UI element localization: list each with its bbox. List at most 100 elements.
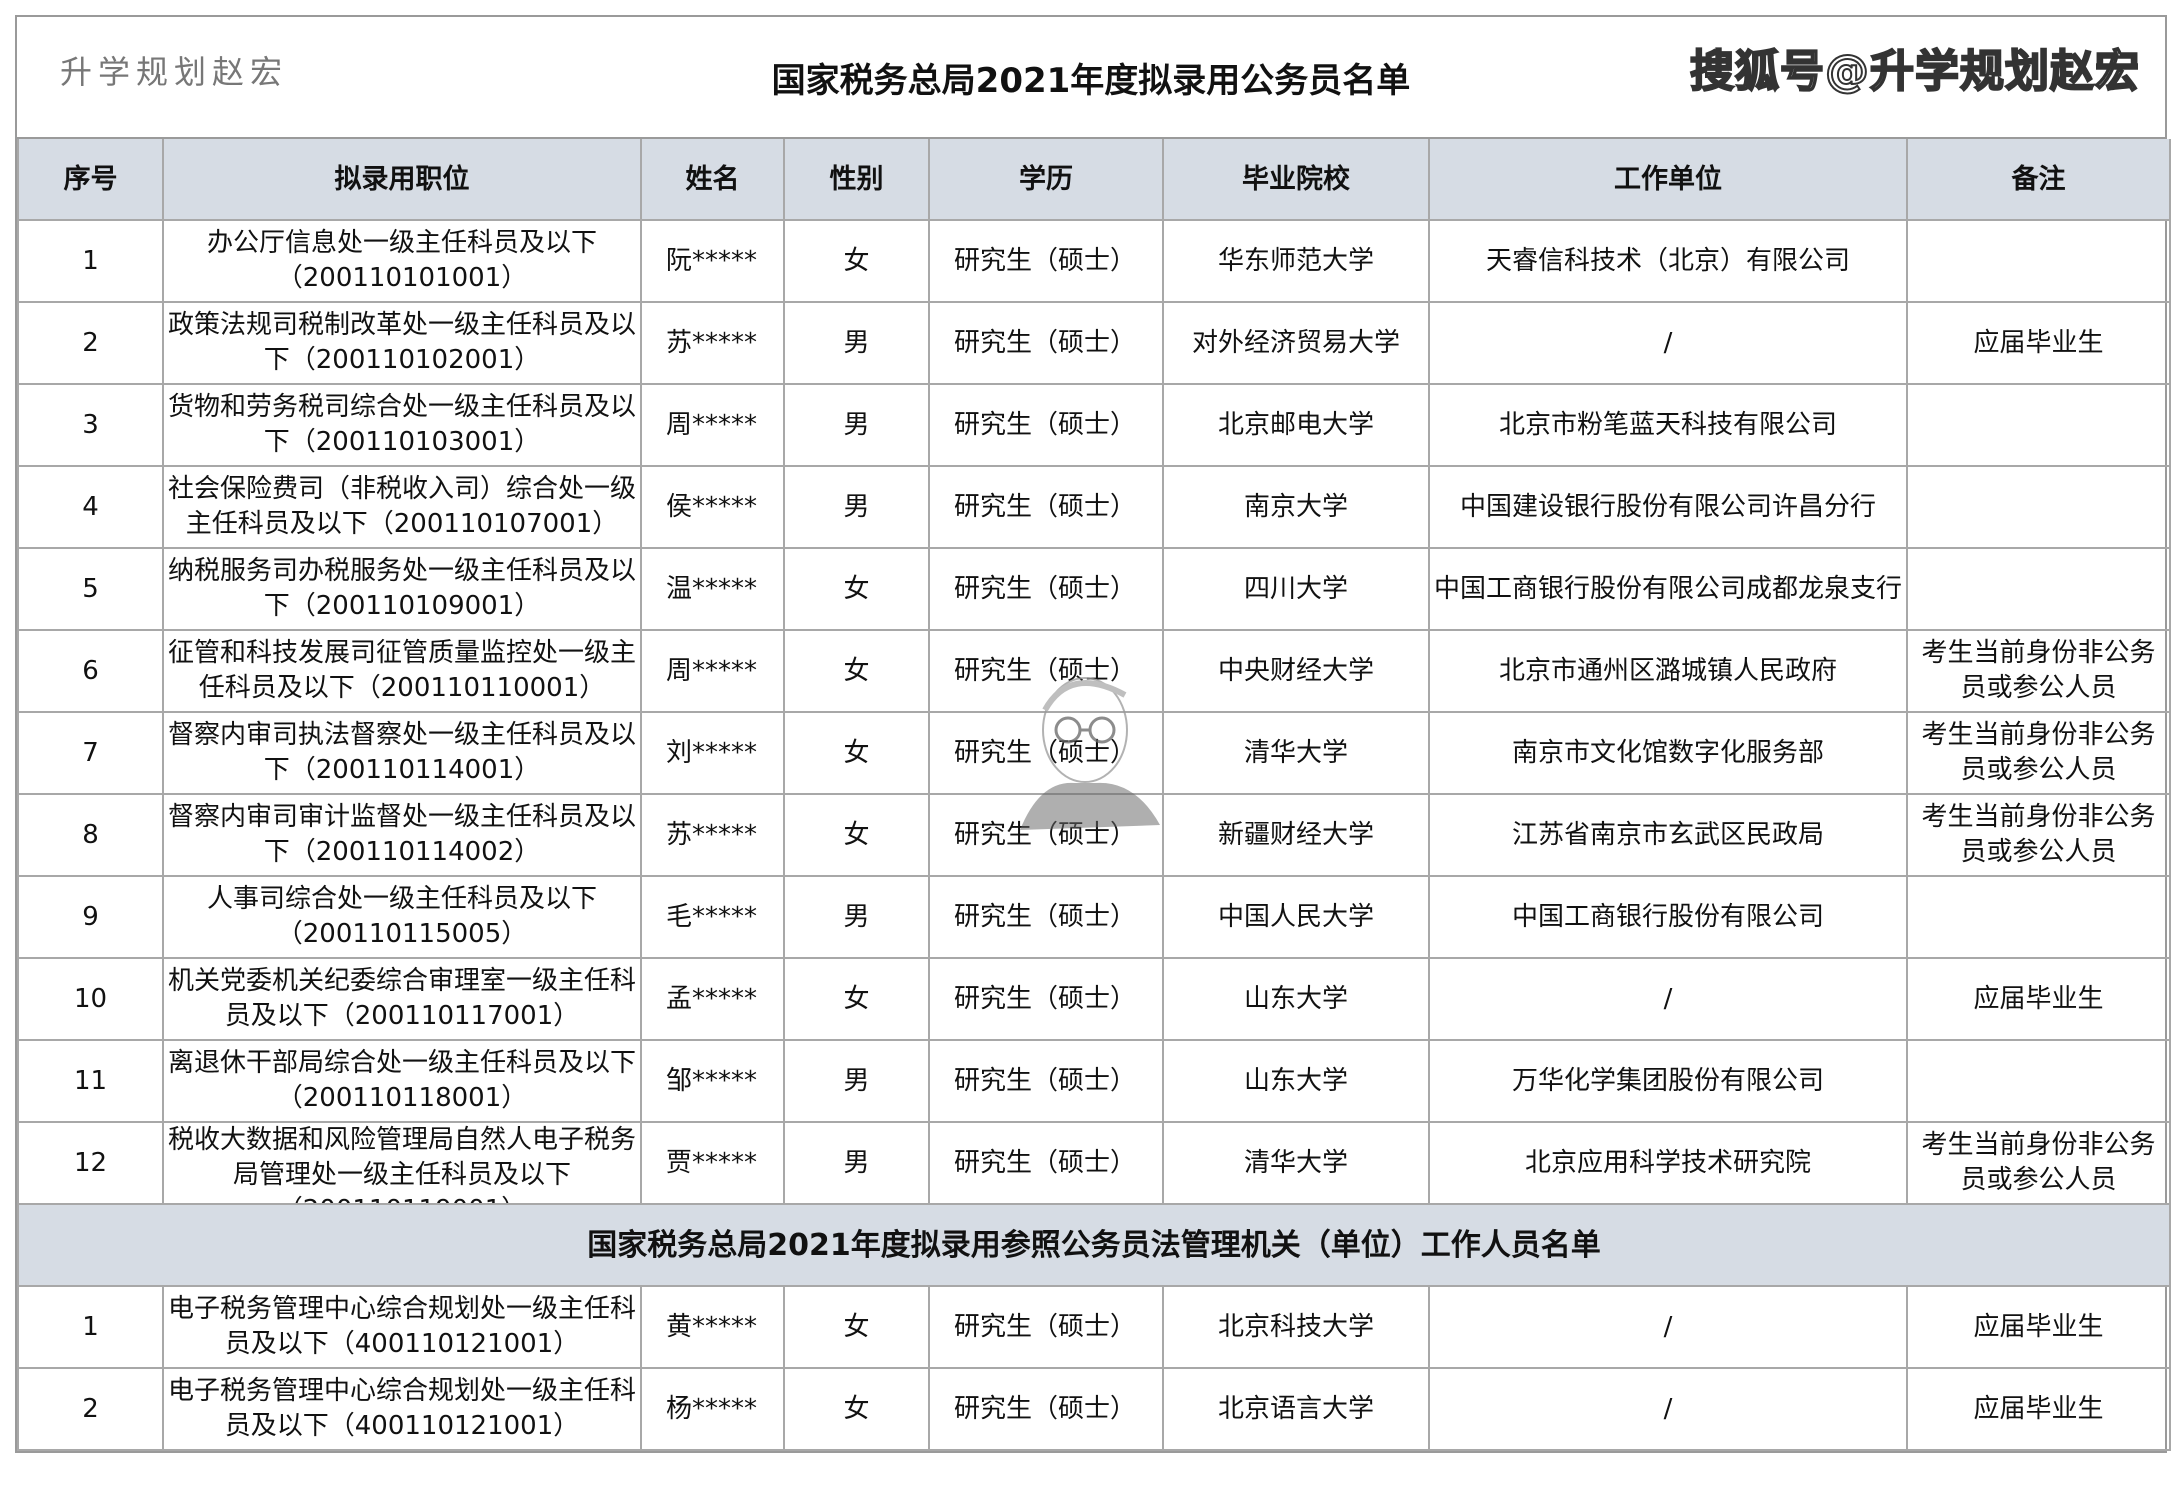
cell-text: 北京市粉笔蓝天科技有限公司 xyxy=(1498,409,1837,440)
cell-text: 北京语言大学 xyxy=(1217,1393,1374,1424)
cell-employer: 北京应用科学技术研究院 xyxy=(1428,1121,1908,1205)
cell-employer: 南京市文化馆数字化服务部 xyxy=(1428,711,1908,795)
cell-school: 四川大学 xyxy=(1162,547,1430,631)
cell-text: 研究生（硕士） xyxy=(954,327,1137,358)
cell-text: 男 xyxy=(843,1065,870,1096)
table-row: 4 社会保险费司（非税收入司）综合处一级主任科员及以下（200110107001）… xyxy=(17,465,2171,549)
cell-text: / xyxy=(1663,1311,1673,1342)
cell-employer: 万华化学集团股份有限公司 xyxy=(1428,1039,1908,1123)
header-index: 序号 xyxy=(17,139,164,221)
cell-text: 办公厅信息处一级主任科员及以下（200110101001） xyxy=(206,228,597,293)
cell-text: 2 xyxy=(82,327,99,358)
cell-text: 毛***** xyxy=(666,901,758,932)
cell-index: 9 xyxy=(17,875,164,959)
cell-text: 女 xyxy=(843,1393,870,1424)
cell-text: 机关党委机关纪委综合审理室一级主任科员及以下（200110117001） xyxy=(167,966,636,1031)
cell-text: 研究生（硕士） xyxy=(954,655,1137,686)
cell-position: 办公厅信息处一级主任科员及以下（200110101001） xyxy=(162,219,642,303)
header-employer: 工作单位 xyxy=(1428,139,1908,221)
cell-text: / xyxy=(1663,983,1673,1014)
cell-gender: 女 xyxy=(783,547,930,631)
cell-text: 10 xyxy=(73,983,108,1014)
cell-text: 男 xyxy=(843,327,870,358)
cell-text: 北京科技大学 xyxy=(1217,1311,1374,1342)
cell-text: 侯***** xyxy=(666,491,758,522)
cell-gender: 女 xyxy=(783,793,930,877)
cell-text: 女 xyxy=(843,737,870,768)
cell-text: 男 xyxy=(843,409,870,440)
header-position: 拟录用职位 xyxy=(162,139,642,221)
sohu-watermark: 搜狐号@升学规划赵宏 xyxy=(1689,45,2140,98)
cell-index: 3 xyxy=(17,383,164,467)
cell-text: 清华大学 xyxy=(1243,1147,1348,1178)
cell-text: 中国工商银行股份有限公司成都龙泉支行 xyxy=(1433,573,1902,604)
cell-index: 5 xyxy=(17,547,164,631)
cell-position: 电子税务管理中心综合规划处一级主任科员及以下（400110121001） xyxy=(162,1285,642,1369)
cell-index: 2 xyxy=(17,301,164,385)
cell-name: 阮***** xyxy=(640,219,785,303)
table-row: 12 税收大数据和风险管理局自然人电子税务局管理处一级主任科员及以下（200110… xyxy=(17,1121,2171,1205)
cell-education: 研究生（硕士） xyxy=(928,547,1164,631)
cell-text: 研究生（硕士） xyxy=(954,737,1137,768)
cell-text: 9 xyxy=(82,901,99,932)
table-row: 1 电子税务管理中心综合规划处一级主任科员及以下（400110121001） 黄**… xyxy=(17,1285,2171,1369)
cell-name: 杨***** xyxy=(640,1367,785,1451)
cell-text: 女 xyxy=(843,655,870,686)
cell-school: 南京大学 xyxy=(1162,465,1430,549)
cell-name: 周***** xyxy=(640,383,785,467)
cell-text: 清华大学 xyxy=(1243,737,1348,768)
cell-index: 4 xyxy=(17,465,164,549)
cell-name: 苏***** xyxy=(640,793,785,877)
cell-text: / xyxy=(1663,327,1673,358)
cell-text: 女 xyxy=(843,983,870,1014)
cell-employer: 中国工商银行股份有限公司成都龙泉支行 xyxy=(1428,547,1908,631)
cell-text: 中国工商银行股份有限公司 xyxy=(1511,901,1824,932)
cell-text: 应届毕业生 xyxy=(1973,1393,2104,1424)
cell-position: 征管和科技发展司征管质量监控处一级主任科员及以下（200110110001） xyxy=(162,629,642,713)
cell-gender: 女 xyxy=(783,1367,930,1451)
cell-education: 研究生（硕士） xyxy=(928,1285,1164,1369)
recruitment-table: 序号 拟录用职位 姓名 性别 学历 毕业院校 工作单位 备注 1 办公厅信息处一级… xyxy=(17,139,2171,1451)
cell-text: 人事司综合处一级主任科员及以下（200110115005） xyxy=(206,884,597,949)
cell-name: 温***** xyxy=(640,547,785,631)
cell-text: 研究生（硕士） xyxy=(954,573,1137,604)
cell-text: 江苏省南京市玄武区民政局 xyxy=(1511,819,1824,850)
cell-employer: 中国建设银行股份有限公司许昌分行 xyxy=(1428,465,1908,549)
cell-text: 12 xyxy=(73,1147,108,1178)
cell-text: 电子税务管理中心综合规划处一级主任科员及以下（400110121001） xyxy=(167,1376,636,1441)
cell-text: 研究生（硕士） xyxy=(954,1147,1137,1178)
cell-text: 应届毕业生 xyxy=(1973,1311,2104,1342)
cell-gender: 男 xyxy=(783,301,930,385)
cell-school: 山东大学 xyxy=(1162,1039,1430,1123)
cell-employer: 北京市粉笔蓝天科技有限公司 xyxy=(1428,383,1908,467)
cell-text: 山东大学 xyxy=(1243,1065,1348,1096)
cell-education: 研究生（硕士） xyxy=(928,465,1164,549)
cell-text: 2 xyxy=(82,1393,99,1424)
cell-employer: / xyxy=(1428,1285,1908,1369)
cell-text: 男 xyxy=(843,901,870,932)
cell-text: 杨***** xyxy=(666,1393,758,1424)
cell-text: 3 xyxy=(82,409,99,440)
cell-school: 北京语言大学 xyxy=(1162,1367,1430,1451)
cell-name: 侯***** xyxy=(640,465,785,549)
table-row: 2 电子税务管理中心综合规划处一级主任科员及以下（400110121001） 杨**… xyxy=(17,1367,2171,1451)
cell-position: 督察内审司执法督察处一级主任科员及以下（200110114001） xyxy=(162,711,642,795)
cell-gender: 女 xyxy=(783,957,930,1041)
cell-education: 研究生（硕士） xyxy=(928,629,1164,713)
cell-education: 研究生（硕士） xyxy=(928,711,1164,795)
cell-position: 人事司综合处一级主任科员及以下（200110115005） xyxy=(162,875,642,959)
cell-education: 研究生（硕士） xyxy=(928,1121,1164,1205)
cell-text: 纳税服务司办税服务处一级主任科员及以下（200110109001） xyxy=(167,556,636,621)
cell-text: 应届毕业生 xyxy=(1973,327,2104,358)
section-row: 国家税务总局2021年度拟录用参照公务员法管理机关（单位）工作人员名单 xyxy=(17,1203,2171,1287)
cell-text: 对外经济贸易大学 xyxy=(1191,327,1400,358)
cell-text: 北京市通州区潞城镇人民政府 xyxy=(1498,655,1837,686)
cell-position: 离退休干部局综合处一级主任科员及以下（200110118001） xyxy=(162,1039,642,1123)
cell-text: 货物和劳务税司综合处一级主任科员及以下（200110103001） xyxy=(167,392,636,457)
header-school: 毕业院校 xyxy=(1162,139,1430,221)
cell-text: 邹***** xyxy=(666,1065,758,1096)
cell-position: 机关党委机关纪委综合审理室一级主任科员及以下（200110117001） xyxy=(162,957,642,1041)
cell-position: 税收大数据和风险管理局自然人电子税务局管理处一级主任科员及以下（20011011… xyxy=(162,1121,642,1205)
cell-gender: 女 xyxy=(783,219,930,303)
cell-text: 研究生（硕士） xyxy=(954,901,1137,932)
